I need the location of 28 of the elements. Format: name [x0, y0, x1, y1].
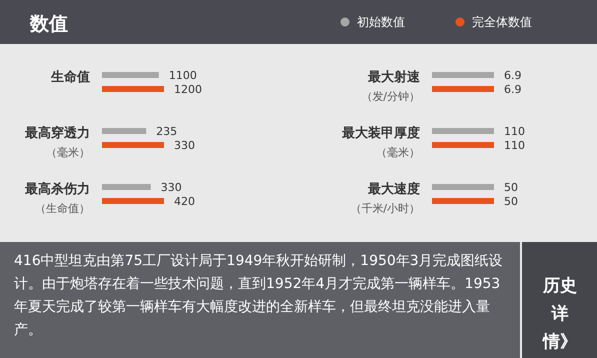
text: 完全体数值 [472, 15, 532, 29]
data-label: 6.9 [504, 83, 522, 96]
data-label: 1100 [168, 69, 197, 82]
text: 416中型坦克由第75工厂设计局于1949年秋开始研制，1950年3月完成图纸设计。由于炮塔存在着一些技术问题，直到1952年4月才完成第一辆样车。1953年夏天完成了较第一辆样车有大幅度改进的全新样车，但最终坦克没能进入量产。 [14, 252, 504, 340]
text: （毫米） [376, 146, 420, 159]
text: 初始数值 [357, 15, 405, 29]
data-label: 110 [504, 139, 525, 152]
text: （发/分钟） [361, 90, 420, 103]
data-label: 6.9 [504, 69, 522, 82]
data-label: 1200 [174, 83, 202, 96]
text: 数值 [29, 13, 68, 35]
data-label: 50 [504, 195, 518, 208]
text: （千米/小时） [350, 202, 420, 215]
data-label: 50 [504, 181, 518, 194]
data-label: 330 [174, 139, 195, 152]
chart-title: 最高杀伤力 [24, 181, 90, 197]
data-label: 110 [504, 125, 525, 138]
data-label: 235 [156, 125, 178, 138]
text: （生命值） [35, 202, 90, 215]
chart-title: 生命值 [50, 70, 90, 85]
chart-title: 最大装甲厚度 [341, 125, 420, 141]
text: （毫米） [46, 146, 90, 159]
chart-title: 最大速度 [367, 181, 420, 197]
data-label: 330 [160, 181, 182, 194]
chart-title: 最大射速 [367, 70, 421, 85]
data-label: 420 [174, 195, 195, 208]
text: 历史详情》 [541, 275, 578, 354]
chart-title: 最高穿透力 [24, 125, 90, 141]
